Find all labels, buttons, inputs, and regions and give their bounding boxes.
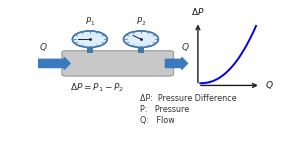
Text: ΔP:  Pressure Difference: ΔP: Pressure Difference: [140, 94, 236, 103]
FancyBboxPatch shape: [62, 51, 173, 76]
Circle shape: [124, 31, 158, 47]
Text: $P_2$: $P_2$: [136, 15, 146, 28]
Text: $P_1$: $P_1$: [85, 15, 95, 28]
FancyBboxPatch shape: [138, 47, 144, 53]
FancyBboxPatch shape: [87, 47, 93, 53]
FancyArrow shape: [165, 57, 188, 69]
Text: Q:   Flow: Q: Flow: [140, 116, 175, 125]
Text: Q: Q: [182, 43, 189, 52]
Text: Q: Q: [40, 43, 47, 52]
Text: $\Delta P = P_1 - P_2$: $\Delta P = P_1 - P_2$: [70, 81, 124, 94]
Text: Q: Q: [266, 81, 272, 90]
Text: $\Delta P$: $\Delta P$: [191, 6, 205, 17]
Text: P:   Pressure: P: Pressure: [140, 105, 189, 114]
Circle shape: [72, 31, 107, 47]
FancyArrow shape: [38, 57, 70, 69]
